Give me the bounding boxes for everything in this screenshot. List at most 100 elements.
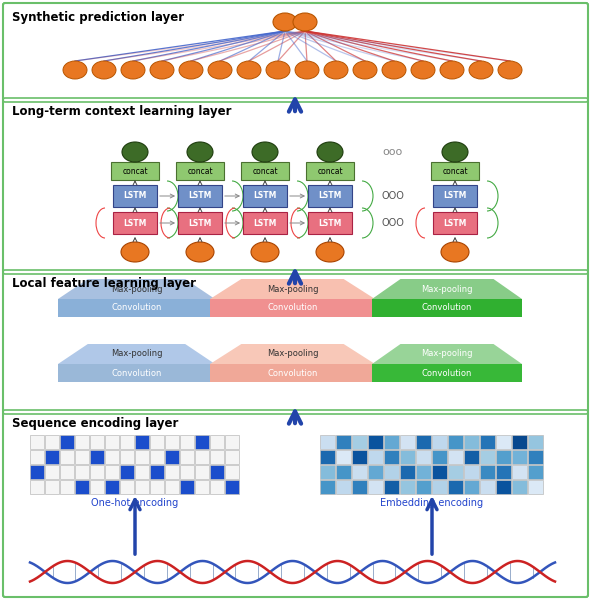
Bar [496,450,511,464]
Text: Convolution: Convolution [422,368,472,377]
Bar [308,185,352,207]
Bar [75,480,89,494]
Bar [512,450,527,464]
Polygon shape [58,279,215,299]
Text: LSTM: LSTM [124,218,147,227]
Bar [368,450,383,464]
Ellipse shape [121,242,149,262]
Ellipse shape [92,61,116,79]
Bar [496,465,511,479]
Bar [178,185,222,207]
Bar [336,480,351,494]
Text: LSTM: LSTM [254,191,277,200]
Text: OOO: OOO [381,191,404,201]
Bar [528,450,543,464]
Bar [45,450,59,464]
Bar [135,480,149,494]
Bar [210,364,375,382]
Bar [90,465,104,479]
Bar [195,480,209,494]
Text: Max-pooling: Max-pooling [267,349,318,358]
Bar [165,480,179,494]
Bar [384,450,399,464]
Bar [416,450,431,464]
Bar [210,435,224,449]
Bar [165,450,179,464]
Bar [30,435,44,449]
Text: LSTM: LSTM [124,191,147,200]
Bar [433,185,477,207]
Bar [336,435,351,449]
Ellipse shape [295,61,319,79]
Ellipse shape [316,242,344,262]
Text: LSTM: LSTM [189,191,212,200]
Bar [195,465,209,479]
Text: Convolution: Convolution [111,368,162,377]
Bar [480,480,495,494]
Bar [210,299,375,317]
Bar [448,480,463,494]
Ellipse shape [498,61,522,79]
Bar [150,450,164,464]
Bar [180,465,194,479]
Ellipse shape [121,61,145,79]
Ellipse shape [252,142,278,162]
Bar [150,480,164,494]
Text: Convolution: Convolution [111,304,162,313]
Bar [30,465,44,479]
Ellipse shape [237,61,261,79]
Bar [90,435,104,449]
Bar [433,212,477,234]
Bar [400,450,415,464]
Text: ooo: ooo [382,147,402,157]
Bar [105,465,119,479]
Polygon shape [372,344,522,364]
Bar [135,465,149,479]
Text: LSTM: LSTM [443,218,467,227]
Bar [384,435,399,449]
Bar [113,185,157,207]
Bar [372,364,522,382]
Bar [120,450,134,464]
Bar [512,435,527,449]
Text: LSTM: LSTM [254,218,277,227]
Text: concat: concat [187,166,213,175]
Ellipse shape [63,61,87,79]
Polygon shape [210,344,375,364]
Bar [464,465,479,479]
Bar [111,162,159,180]
Bar [384,480,399,494]
Bar [512,465,527,479]
Polygon shape [58,344,215,364]
Bar [90,450,104,464]
Text: Local feature learning layer: Local feature learning layer [12,277,196,290]
Polygon shape [372,279,522,299]
Bar [165,465,179,479]
Bar [165,435,179,449]
Text: concat: concat [252,166,278,175]
Bar [225,435,239,449]
Bar [400,465,415,479]
Bar [210,480,224,494]
Bar [480,465,495,479]
Bar [448,435,463,449]
Bar [180,480,194,494]
Bar [225,480,239,494]
Bar [368,480,383,494]
Bar [58,299,215,317]
Bar [528,480,543,494]
Bar [180,435,194,449]
Bar [243,212,287,234]
Bar [528,465,543,479]
Bar [60,465,74,479]
Bar [400,435,415,449]
Text: Embedding encoding: Embedding encoding [381,498,483,508]
Text: Max-pooling: Max-pooling [111,284,163,293]
Ellipse shape [179,61,203,79]
Bar [416,465,431,479]
Bar [45,465,59,479]
Bar [105,435,119,449]
Bar [105,450,119,464]
Text: concat: concat [442,166,468,175]
Text: concat: concat [122,166,148,175]
